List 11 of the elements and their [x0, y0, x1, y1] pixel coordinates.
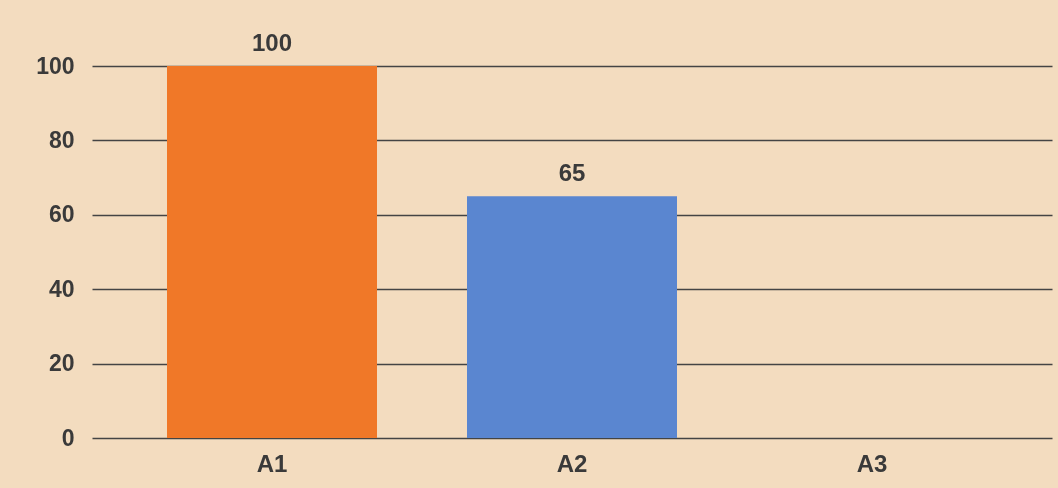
y-tick-label: 20	[48, 350, 75, 377]
data-label: 65	[558, 159, 586, 187]
y-tick-label: 40	[48, 275, 75, 302]
x-tick-label: A1	[256, 449, 288, 477]
x-tick-label: A2	[556, 449, 588, 477]
data-label: 100	[251, 29, 293, 56]
y-tick-label: 0	[61, 424, 75, 451]
y-tick-label: 80	[48, 126, 75, 153]
y-tick-label: 100	[36, 52, 75, 79]
x-tick-label: A3	[856, 449, 888, 477]
y-tick-label: 60	[48, 201, 75, 228]
